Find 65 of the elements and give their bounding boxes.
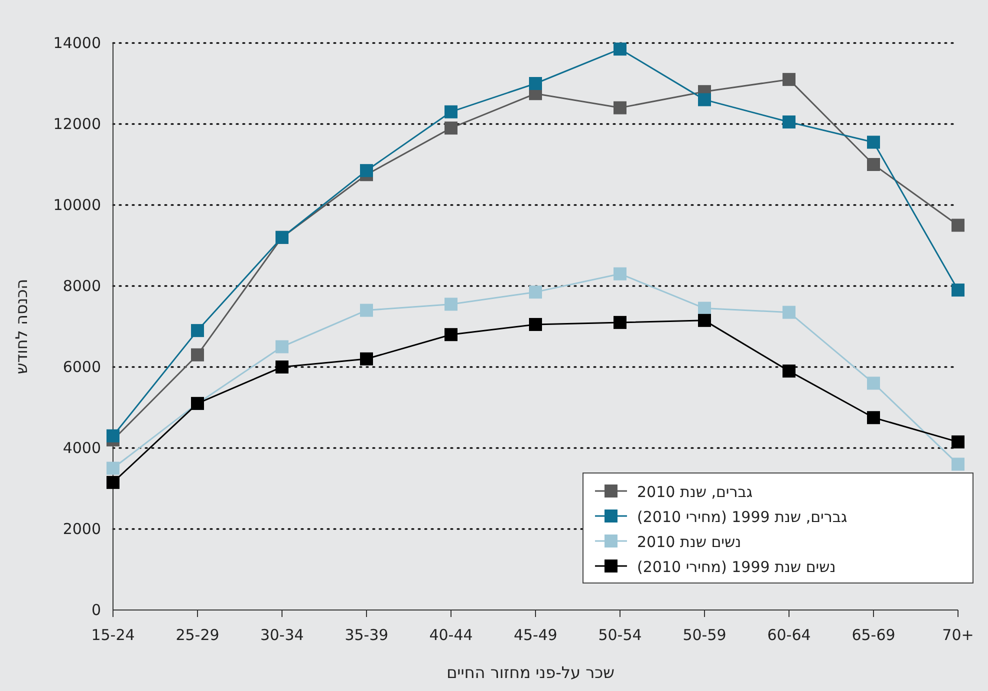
point	[614, 267, 626, 280]
point	[952, 458, 964, 471]
point	[106, 476, 120, 489]
point	[952, 218, 964, 232]
y-tick-label: 6000	[62, 358, 101, 376]
point	[782, 364, 796, 378]
legend-item: גברים, שנת 2010	[595, 483, 753, 501]
point	[867, 158, 880, 171]
point	[698, 302, 711, 315]
legend-item: נשים שנת 1999 (מחירי 2010)	[595, 558, 836, 576]
point	[614, 101, 626, 114]
point	[782, 72, 796, 86]
y-tick-label: 4000	[62, 439, 101, 457]
y-tick-label: 8000	[62, 277, 101, 295]
legend-item: נשים שנת 2010	[595, 533, 742, 551]
x-tick-label: 25-29	[176, 626, 220, 644]
y-tick-label: 10000	[53, 196, 101, 214]
y-tick-label: 0	[91, 601, 101, 619]
point	[867, 136, 880, 149]
y-tick-label: 12000	[53, 115, 101, 133]
point	[698, 93, 711, 106]
point	[444, 122, 458, 135]
legend-label: גברים, שנת 1999 (מחירי 2010)	[637, 508, 848, 526]
point	[529, 77, 542, 90]
legend-label: נשים שנת 2010	[637, 533, 742, 551]
point	[444, 328, 458, 342]
x-tick-label: 70+	[942, 626, 974, 644]
point	[529, 318, 542, 331]
point	[782, 306, 796, 319]
x-tick-label: 50-59	[682, 626, 726, 644]
x-tick-label: 45-49	[514, 626, 558, 644]
y-tick-label: 14000	[53, 34, 101, 52]
x-tick-label: 50-54	[598, 626, 642, 644]
point	[191, 348, 204, 362]
point	[782, 115, 796, 128]
x-tick-label: 15-24	[91, 626, 135, 644]
x-axis-title: שכר על-פני מחזור החיים	[446, 663, 614, 682]
point	[952, 284, 964, 297]
x-tick-label: 65-69	[852, 626, 896, 644]
point	[867, 376, 880, 390]
legend-label: גברים, שנת 2010	[637, 483, 753, 501]
x-tick-label: 40-44	[429, 626, 473, 644]
point	[360, 304, 373, 317]
point	[191, 324, 204, 338]
point	[276, 360, 288, 374]
x-tick-label: 60-64	[767, 626, 811, 644]
legend-item: גברים, שנת 1999 (מחירי 2010)	[595, 508, 848, 526]
point	[276, 340, 288, 354]
point	[614, 316, 626, 329]
y-tick-label: 2000	[62, 520, 101, 538]
point	[952, 435, 964, 448]
y-axis-title: הכנסה לחודש	[12, 278, 31, 374]
point	[360, 352, 373, 366]
point	[106, 429, 120, 442]
x-tick-label: 35-39	[344, 626, 388, 644]
point	[529, 286, 542, 299]
point	[867, 411, 880, 424]
point	[444, 105, 458, 118]
legend-label: נשים שנת 1999 (מחירי 2010)	[637, 558, 836, 576]
point	[444, 298, 458, 311]
point	[698, 314, 711, 327]
point	[360, 164, 373, 178]
point	[106, 462, 120, 475]
point	[614, 42, 626, 56]
x-tick-label: 30-34	[260, 626, 304, 644]
